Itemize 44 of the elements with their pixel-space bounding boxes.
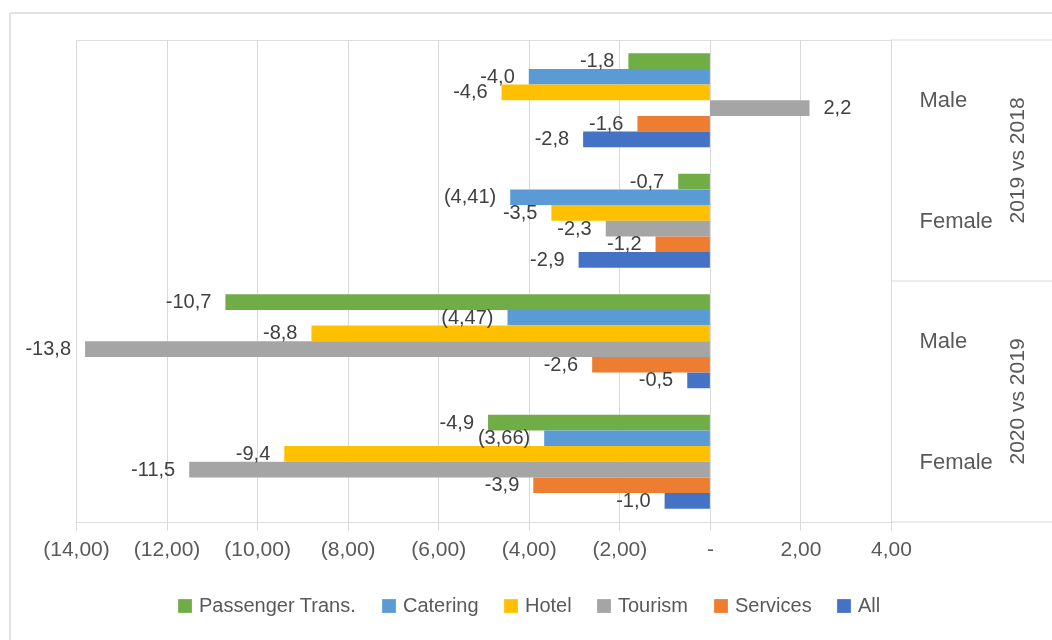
y-tick-label: Male [919, 87, 968, 113]
data-label: (3,66) [477, 426, 531, 449]
data-label: -10,7 [165, 290, 212, 313]
data-label: -2,9 [530, 247, 565, 270]
data-label: (4,41) [443, 185, 497, 208]
data-label: -2,8 [534, 127, 570, 150]
data-label: -13,8 [25, 337, 72, 360]
x-tick-label: (2,00) [592, 536, 648, 560]
legend-label: Tourism [618, 594, 689, 616]
x-tick-label: (14,00) [43, 536, 110, 560]
x-tick-label: 2,00 [780, 536, 822, 560]
data-label: -2,6 [543, 352, 579, 375]
text: 2019 vs 2018 [1005, 97, 1028, 224]
legend-label: Passenger Trans. [199, 594, 356, 616]
data-label: -1,6 [588, 111, 624, 134]
data-label: -11,5 [131, 457, 176, 480]
y-tick-label: Female [919, 448, 993, 474]
x-tick-label: (6,00) [411, 536, 467, 560]
x-tick-label: (10,00) [224, 536, 291, 560]
data-label: -4,9 [439, 410, 475, 433]
legend-label: Catering [403, 594, 479, 616]
x-tick-label: (4,00) [501, 536, 557, 560]
data-label: -3,5 [502, 200, 538, 223]
data-label: -0,5 [638, 368, 674, 391]
data-label: (4,47) [441, 305, 494, 328]
x-tick-label: (12,00) [133, 536, 201, 560]
data-label: -8,8 [262, 321, 298, 344]
legend-label: All [858, 594, 881, 616]
x-tick-label: (8,00) [320, 536, 376, 560]
data-label: -0,7 [629, 169, 665, 192]
y-tick-label: Male [919, 328, 968, 354]
legend-label: Hotel [525, 594, 572, 616]
data-label: -1,8 [579, 49, 615, 72]
data-label: -1,0 [616, 488, 651, 511]
data-label: 2,2 [823, 96, 852, 119]
data-label: -2,3 [557, 216, 592, 239]
data-label: -3,9 [484, 473, 520, 496]
data-label: -1,2 [607, 232, 642, 255]
data-label: -9,4 [235, 441, 271, 464]
text: 2020 vs 2019 [1005, 338, 1028, 465]
x-tick-label: - [706, 536, 714, 560]
y-tick-label: Female [919, 207, 993, 233]
x-tick-label: 4,00 [871, 536, 912, 560]
legend-label: Services [735, 594, 812, 616]
